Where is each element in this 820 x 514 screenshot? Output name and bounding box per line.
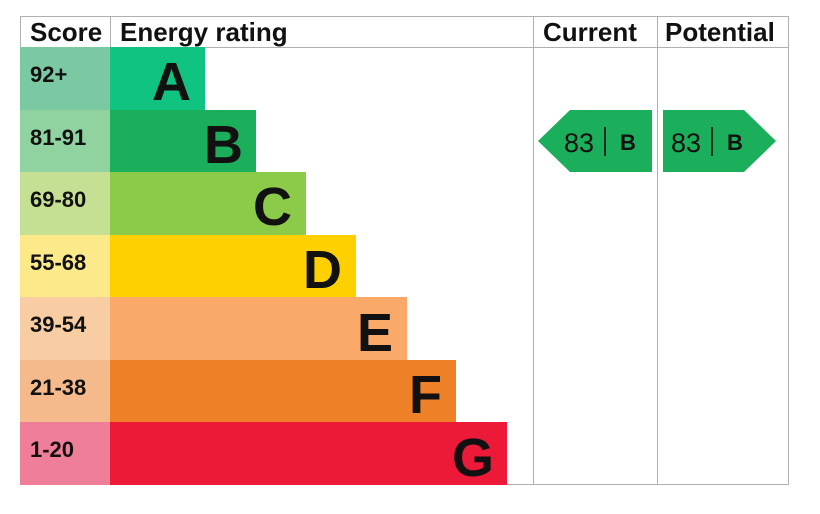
svg-text:83: 83 bbox=[564, 128, 594, 158]
svg-text:B: B bbox=[620, 130, 636, 155]
svg-text:83: 83 bbox=[671, 128, 701, 158]
svg-text:B: B bbox=[727, 130, 743, 155]
